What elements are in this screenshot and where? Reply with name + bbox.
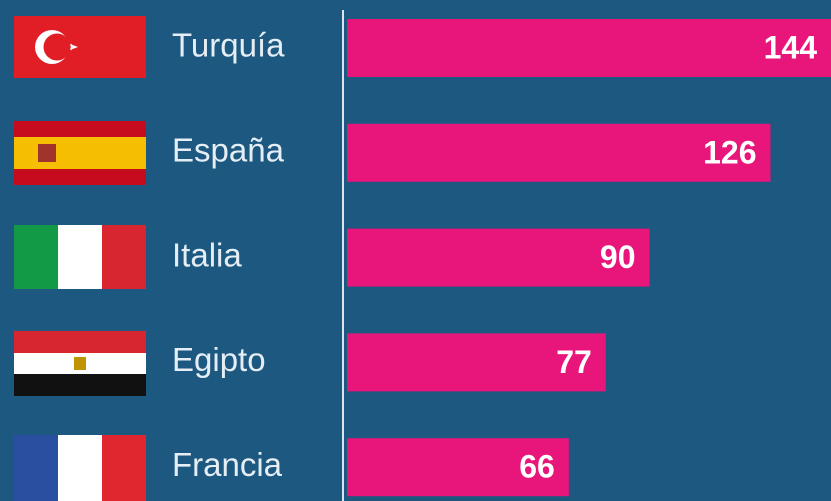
coat-of-arms <box>38 144 56 162</box>
value-label: 66 <box>519 449 555 485</box>
bar <box>347 333 606 392</box>
flag-red <box>14 331 146 353</box>
value-label: 144 <box>764 29 818 65</box>
flag-blue <box>14 435 58 501</box>
flag-white <box>58 435 102 501</box>
eagle <box>74 357 86 370</box>
bar <box>347 123 771 182</box>
flag-egypt <box>14 331 146 396</box>
flag-red <box>102 435 146 501</box>
category-label: Italia <box>172 236 242 273</box>
category-label: Francia <box>172 446 283 483</box>
bar <box>347 438 569 497</box>
category-label: Turquía <box>172 27 285 64</box>
flag-france <box>14 435 146 501</box>
flag-red <box>102 225 146 289</box>
crescent-inner <box>43 33 71 61</box>
flag-field <box>14 16 146 78</box>
flags <box>14 16 146 501</box>
flag-green <box>14 225 58 289</box>
star <box>70 43 78 51</box>
flag-white <box>58 225 102 289</box>
flag-black <box>14 374 146 396</box>
bar <box>347 19 831 77</box>
flag-yellow <box>14 137 146 169</box>
category-label: Egipto <box>172 341 266 378</box>
flag-turkey <box>14 16 146 78</box>
flag-italy <box>14 225 146 289</box>
value-label: 90 <box>600 239 636 275</box>
category-label: España <box>172 132 285 169</box>
value-label: 77 <box>556 344 592 380</box>
flag-spain <box>14 121 146 185</box>
value-label: 126 <box>703 134 756 170</box>
bar <box>347 228 650 287</box>
